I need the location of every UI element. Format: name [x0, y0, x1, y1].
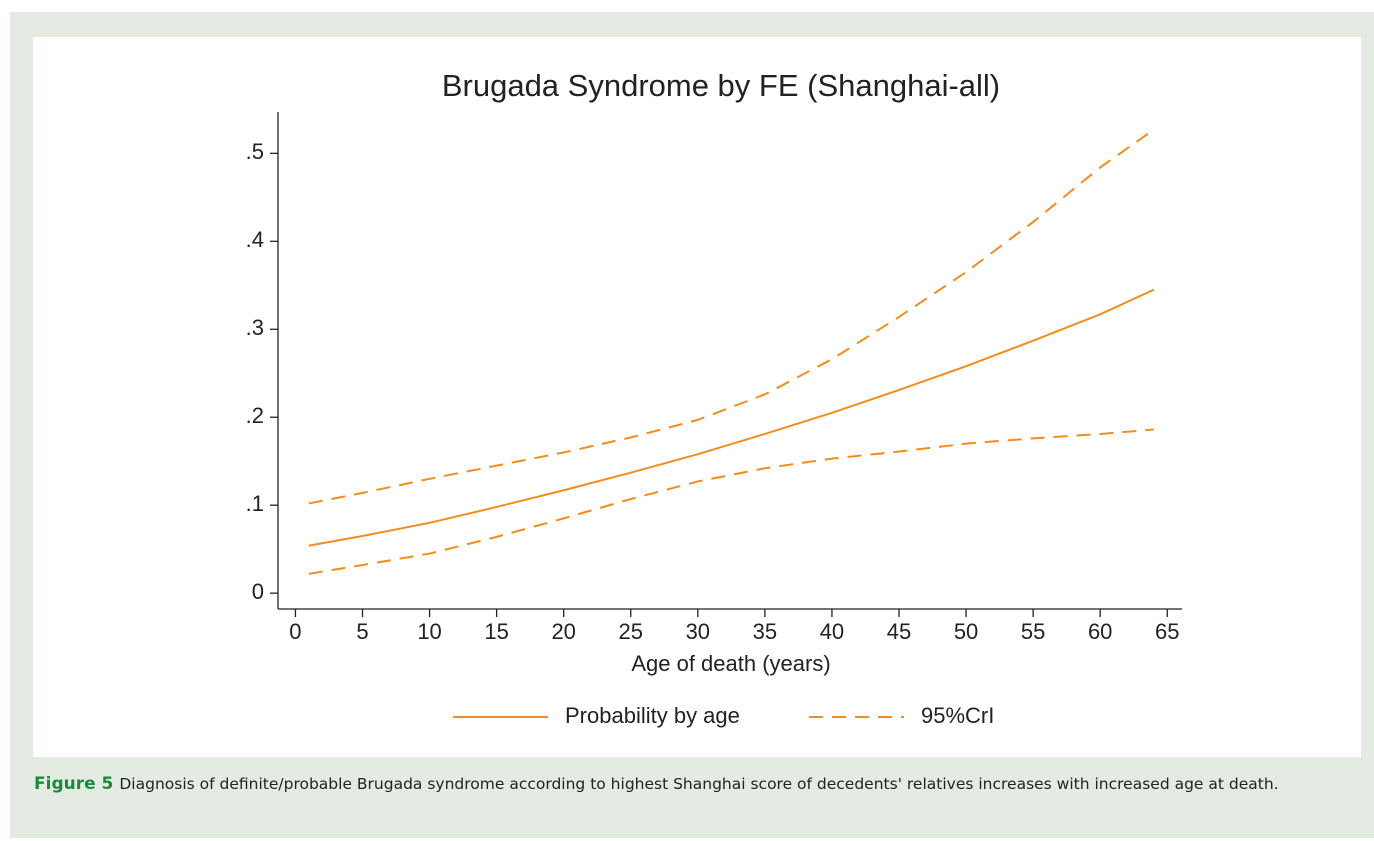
x-tick-label: 65 [1155, 619, 1179, 644]
x-tick-label: 30 [686, 619, 710, 644]
y-tick-label: .1 [246, 491, 264, 516]
figure-label: Figure 5 [34, 774, 114, 794]
x-tick-label: 45 [887, 619, 911, 644]
x-tick-label: 10 [417, 619, 441, 644]
x-tick-label: 5 [356, 619, 368, 644]
y-tick-label: .2 [246, 403, 264, 428]
x-axis-label: Age of death (years) [631, 651, 830, 676]
series-line [308, 288, 1155, 547]
y-tick-label: .3 [246, 315, 264, 340]
x-tick-label: 50 [954, 619, 978, 644]
ci-line [308, 128, 1155, 505]
x-tick-label: 35 [753, 619, 777, 644]
y-tick-label: 0 [252, 579, 264, 604]
chart: Brugada Syndrome by FE (Shanghai-all) Ag… [33, 37, 1361, 757]
y-tick-label: .4 [246, 227, 264, 252]
x-tick-label: 20 [551, 619, 575, 644]
ci-line [308, 428, 1154, 575]
x-tick-label: 60 [1088, 619, 1112, 644]
caption: Figure 5 Diagnosis of definite/probable B… [34, 772, 1369, 796]
x-tick-label: 0 [289, 619, 301, 644]
x-tick-label: 25 [619, 619, 643, 644]
x-tick-label: 15 [484, 619, 508, 644]
legend-label: 95%CrI [921, 703, 994, 728]
chart-title: Brugada Syndrome by FE (Shanghai-all) [442, 68, 1000, 103]
caption-text: Diagnosis of definite/probable Brugada s… [119, 775, 1279, 793]
y-tick-label: .5 [246, 139, 264, 164]
x-tick-label: 55 [1021, 619, 1045, 644]
legend-label: Probability by age [565, 703, 740, 728]
x-tick-label: 40 [820, 619, 844, 644]
figure-frame: Brugada Syndrome by FE (Shanghai-all) Ag… [10, 12, 1374, 838]
